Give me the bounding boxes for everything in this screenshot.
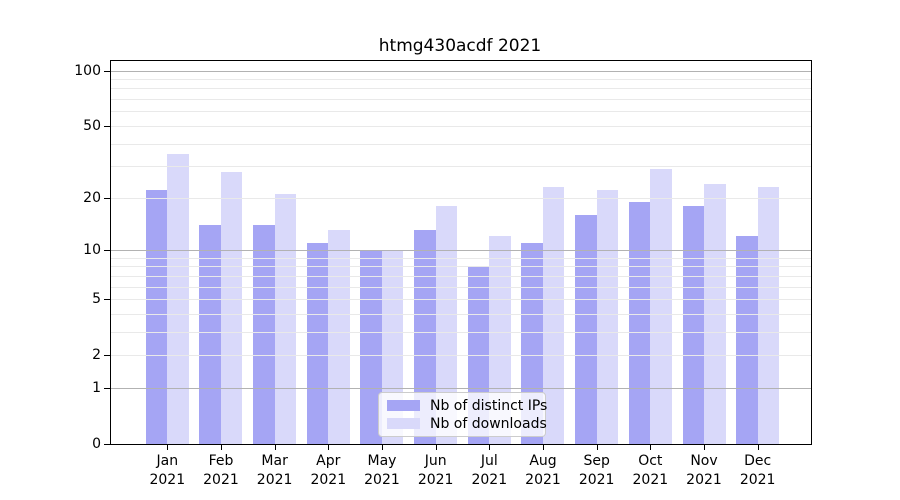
bar-oct-2021-distinct-ips [628, 201, 651, 444]
chart-title: htmg430acdf 2021 [378, 36, 542, 56]
x-tick-mark [328, 444, 330, 450]
x-tick-label: Jan 2021 [149, 453, 186, 488]
bar-nov-2021-distinct-ips [682, 205, 704, 444]
legend-swatch-distinct-ips-icon [387, 400, 420, 411]
minor-gridline [111, 286, 811, 288]
major-gridline [111, 249, 811, 251]
y-tick-mark [104, 70, 110, 72]
x-tick-mark [220, 444, 222, 450]
y-tick-label: 2 [92, 347, 101, 364]
minor-gridline [111, 125, 811, 127]
x-tick-mark [542, 444, 544, 450]
bar-feb-2021-distinct-ips [199, 224, 221, 444]
x-tick-mark [704, 444, 705, 450]
x-tick-label: Sep 2021 [578, 453, 615, 488]
x-tick-mark [650, 444, 652, 450]
bar-jun-2021-downloads [435, 205, 458, 444]
y-tick-mark [104, 387, 110, 389]
grid-layer [111, 61, 811, 444]
minor-gridline [111, 166, 811, 168]
x-tick-label: Nov 2021 [686, 453, 722, 488]
legend-label-distinct-ips: Nb of distinct IPs [430, 397, 548, 414]
minor-gridline [111, 143, 811, 145]
x-tick-label: Oct 2021 [632, 453, 669, 488]
minor-gridline [111, 355, 811, 357]
y-tick-label: 5 [92, 291, 101, 308]
bar-may-2021-distinct-ips [360, 249, 382, 444]
bar-aug-2021-downloads [542, 186, 565, 444]
y-tick-label: 1 [92, 379, 101, 396]
plot-area: 0 1 2 5 10 20 50 100 Jan 2021 Feb 2021 Mar 2021 Apr 202… [74, 60, 812, 488]
bar-sep-2021-distinct-ips [575, 214, 597, 444]
x-tick-label: Jun 2021 [417, 453, 454, 488]
legend: Nb of distinct IPs Nb of downloads [378, 392, 547, 437]
x-tick-mark [167, 444, 169, 450]
y-tick-mark [104, 444, 110, 445]
y-tick-mark [104, 197, 110, 199]
y-tick-label: 50 [83, 117, 101, 134]
x-tick-mark [757, 444, 759, 450]
bar-jun-2021-distinct-ips [414, 230, 436, 444]
minor-gridline [111, 257, 811, 259]
x-tick-mark [381, 444, 383, 450]
bar-mar-2021-distinct-ips [253, 224, 275, 444]
y-tick-mark [104, 299, 110, 301]
x-tick-label: Mar 2021 [256, 453, 293, 488]
minor-gridline [111, 99, 811, 101]
minor-gridline [111, 299, 811, 301]
x-tick-mark [489, 444, 491, 450]
ticks-layer: 0 1 2 5 10 20 50 100 Jan 2021 Feb 2021 Mar 2021 Apr 202… [74, 61, 811, 488]
y-tick-label: 20 [83, 189, 101, 206]
bar-jan-2021-distinct-ips [145, 190, 168, 444]
minor-gridline [111, 88, 811, 90]
major-gridline [111, 387, 811, 389]
bar-apr-2021-downloads [328, 230, 350, 444]
legend-label-downloads: Nb of downloads [430, 415, 547, 432]
minor-gridline [111, 197, 811, 199]
bar-nov-2021-downloads [704, 183, 726, 444]
y-tick-label: 0 [92, 436, 101, 452]
x-tick-mark [435, 444, 437, 450]
bar-apr-2021-distinct-ips [306, 242, 329, 444]
legend-swatch-downloads-icon [387, 418, 420, 429]
x-tick-mark [596, 444, 598, 450]
bar-sep-2021-downloads [596, 190, 619, 444]
y-tick-mark [104, 355, 110, 357]
x-tick-label: Apr 2021 [310, 453, 347, 488]
minor-gridline [111, 111, 811, 113]
y-tick-mark [104, 249, 110, 251]
minor-gridline [111, 79, 811, 81]
x-tick-label: Aug 2021 [525, 453, 561, 488]
minor-gridline [111, 313, 811, 315]
y-tick-mark [104, 125, 110, 127]
bar-oct-2021-downloads [650, 168, 672, 444]
x-tick-mark [274, 444, 276, 450]
minor-gridline [111, 331, 811, 333]
bar-feb-2021-downloads [220, 171, 243, 444]
bar-mar-2021-downloads [274, 193, 297, 444]
y-tick-label: 100 [74, 62, 101, 79]
legend-item-distinct-ips: Nb of distinct IPs [387, 398, 547, 414]
minor-gridline [111, 275, 811, 277]
x-tick-label: Dec 2021 [739, 453, 776, 488]
x-tick-label: May 2021 [364, 453, 400, 488]
major-gridline [111, 70, 811, 72]
legend-item-downloads: Nb of downloads [387, 416, 547, 432]
x-tick-label: Feb 2021 [203, 453, 239, 488]
minor-gridline [111, 266, 811, 268]
x-tick-label: Jul 2021 [471, 453, 508, 488]
bar-dec-2021-distinct-ips [736, 236, 758, 444]
bar-dec-2021-downloads [757, 186, 780, 444]
y-tick-label: 10 [83, 241, 101, 258]
